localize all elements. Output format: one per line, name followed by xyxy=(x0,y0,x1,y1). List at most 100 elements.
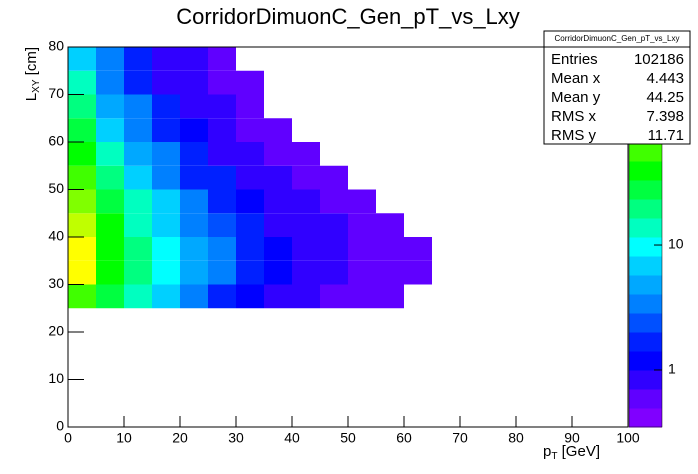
cell xyxy=(68,213,96,237)
cell xyxy=(404,71,432,95)
cell xyxy=(152,118,180,142)
palette-band xyxy=(629,370,662,390)
cell xyxy=(68,189,96,214)
cell xyxy=(348,189,376,214)
cell xyxy=(152,213,180,237)
y-tick-label: 10 xyxy=(48,370,64,386)
cell xyxy=(208,189,236,214)
cell xyxy=(208,70,236,95)
palette-band xyxy=(629,351,662,371)
cell xyxy=(320,189,348,214)
palette-band xyxy=(629,218,662,238)
cell xyxy=(236,237,264,261)
cell xyxy=(180,284,208,309)
cell xyxy=(376,47,404,71)
cell xyxy=(208,260,236,285)
y-tick-label: 70 xyxy=(48,85,64,101)
cell xyxy=(236,118,264,142)
cell xyxy=(180,118,208,142)
cell xyxy=(264,47,292,71)
cell xyxy=(376,71,404,95)
y-tick-label: 30 xyxy=(48,275,64,291)
x-label-main: p xyxy=(543,443,551,460)
cell xyxy=(320,165,348,190)
cell xyxy=(124,284,152,309)
stats-value: 7.398 xyxy=(646,108,684,125)
cell xyxy=(264,189,292,214)
cell xyxy=(292,71,320,95)
cell xyxy=(292,213,320,237)
z-tick-label: 1 xyxy=(668,361,676,377)
y-tick-label: 40 xyxy=(48,228,64,244)
cell xyxy=(208,47,236,71)
palette-band xyxy=(629,199,662,219)
cell xyxy=(124,165,152,190)
cell xyxy=(404,142,432,166)
cell xyxy=(180,189,208,214)
stats-key: Entries xyxy=(551,51,598,68)
cell xyxy=(180,237,208,261)
x-tick-label: 60 xyxy=(396,430,412,446)
y-tick-label: 0 xyxy=(56,418,64,434)
cell xyxy=(152,94,180,119)
cell xyxy=(376,260,404,285)
palette-band xyxy=(629,256,662,276)
stats-title: CorridorDimuonC_Gen_pT_vs_Lxy xyxy=(555,34,680,43)
cell xyxy=(348,118,376,142)
y-label-sub: XY xyxy=(31,79,42,93)
cell xyxy=(292,95,320,119)
cell xyxy=(236,94,264,119)
palette-band xyxy=(629,389,662,409)
cell xyxy=(320,47,348,71)
cell xyxy=(152,260,180,285)
cell xyxy=(124,70,152,95)
x-axis-label: pT [GeV] xyxy=(543,443,600,462)
stats-value: 11.71 xyxy=(648,127,684,144)
cell xyxy=(208,284,236,309)
stats-key: RMS y xyxy=(551,127,597,144)
cell xyxy=(404,118,432,142)
cell xyxy=(404,95,432,119)
palette-band xyxy=(629,408,662,428)
cell xyxy=(152,142,180,166)
palette-band xyxy=(629,313,662,333)
cell xyxy=(124,213,152,237)
cell xyxy=(68,118,96,142)
cell xyxy=(124,260,152,285)
cell xyxy=(236,142,264,166)
cell xyxy=(208,142,236,166)
cell xyxy=(292,189,320,214)
cell xyxy=(348,237,376,261)
cell xyxy=(96,165,124,190)
stats-key: Mean x xyxy=(551,70,601,87)
cell xyxy=(208,165,236,190)
cell xyxy=(96,260,124,285)
cell xyxy=(404,285,432,309)
cell xyxy=(292,142,320,166)
cell xyxy=(236,213,264,237)
cell xyxy=(348,284,376,309)
cell xyxy=(124,237,152,261)
cell xyxy=(264,237,292,261)
cell xyxy=(96,47,124,71)
cell xyxy=(68,165,96,190)
y-label-main: L xyxy=(23,93,40,101)
cell xyxy=(96,94,124,119)
cell xyxy=(320,260,348,285)
stats-value: 102186 xyxy=(634,51,684,68)
y-tick-label: 80 xyxy=(48,38,64,54)
cell xyxy=(180,94,208,119)
cell xyxy=(376,118,404,142)
chart-title: CorridorDimuonC_Gen_pT_vs_Lxy xyxy=(176,4,520,29)
stats-box: CorridorDimuonC_Gen_pT_vs_Lxy Entries 1021… xyxy=(543,30,691,145)
palette-band xyxy=(629,332,662,352)
cell xyxy=(320,213,348,237)
x-tick-label: 50 xyxy=(340,430,356,446)
cell xyxy=(376,190,404,214)
x-tick-label: 0 xyxy=(64,430,72,446)
cell xyxy=(404,190,432,214)
cell xyxy=(208,94,236,119)
cell xyxy=(236,284,264,309)
cell xyxy=(404,237,432,261)
cell xyxy=(404,260,432,285)
